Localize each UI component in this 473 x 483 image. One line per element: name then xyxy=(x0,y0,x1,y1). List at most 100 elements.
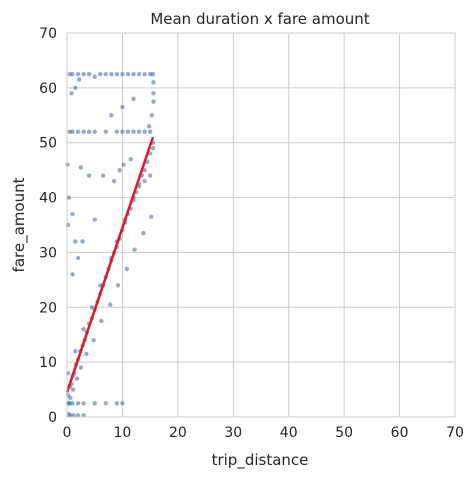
scatter-point xyxy=(74,376,80,381)
scatter-point xyxy=(70,129,75,134)
scatter-point xyxy=(99,318,104,324)
scatter-point xyxy=(131,129,136,134)
scatter-point xyxy=(86,71,92,77)
scatter-point xyxy=(73,239,78,244)
grid xyxy=(66,32,456,418)
scatter-point xyxy=(114,71,120,77)
scatter-point xyxy=(103,129,109,134)
scatter-point xyxy=(141,231,146,236)
scatter-point xyxy=(149,113,155,118)
scatter-point xyxy=(84,351,89,357)
scatter-point xyxy=(70,401,75,406)
scatter-point xyxy=(124,266,130,272)
scatter-point xyxy=(73,348,78,354)
scatter-point xyxy=(92,74,97,80)
scatter-point xyxy=(136,129,142,134)
scatter-point xyxy=(109,71,114,77)
y-tick-label: 20 xyxy=(39,300,57,316)
regression-line xyxy=(65,136,155,393)
scatter-point xyxy=(81,401,86,406)
scatter-point xyxy=(78,165,84,170)
y-tick-label: 30 xyxy=(39,245,57,261)
scatter-point xyxy=(131,96,136,102)
scatter-point xyxy=(66,195,71,200)
scatter-point xyxy=(92,129,97,134)
x-tick-label: 20 xyxy=(169,425,187,441)
scatter-point xyxy=(142,129,147,134)
scatter-point xyxy=(117,167,122,173)
scatter-point xyxy=(120,129,125,134)
scatter-point xyxy=(78,365,84,370)
scatter-point xyxy=(80,239,85,244)
scatter-point xyxy=(136,71,142,77)
scatter-point xyxy=(98,71,103,77)
scatter-point xyxy=(142,178,147,184)
scatter-point xyxy=(125,71,131,77)
scatter-point xyxy=(92,401,97,406)
y-tick-label: 10 xyxy=(39,355,57,371)
y-tick-label: 70 xyxy=(39,26,57,42)
scatter-point xyxy=(75,71,81,77)
y-axis-label: fare_amount xyxy=(10,177,29,272)
scatter-point xyxy=(92,217,97,222)
scatter-point xyxy=(147,173,153,178)
y-tick-label: 60 xyxy=(39,81,57,97)
scatter-point xyxy=(73,85,78,91)
scatter-point xyxy=(151,91,156,96)
scatter-point xyxy=(68,395,73,400)
scatter-point xyxy=(150,146,156,151)
scatter-point xyxy=(70,272,75,277)
scatter-point xyxy=(100,173,106,178)
scatter-point xyxy=(114,401,120,406)
scatter-point xyxy=(75,129,81,134)
scatter-point xyxy=(146,124,152,129)
scatter-point xyxy=(151,80,156,85)
tick-labels: 0 10 20 30 40 50 60 70 0 10 20 30 40 50 60 70 xyxy=(39,26,464,441)
scatter-point xyxy=(86,173,92,178)
scatter-point xyxy=(131,71,136,77)
y-tick-label: 0 xyxy=(48,410,57,426)
scatter-point xyxy=(103,71,109,77)
x-tick-label: 40 xyxy=(280,425,298,441)
scatter-point xyxy=(89,305,95,310)
scatter-point xyxy=(81,413,86,418)
chart-title: Mean duration x fare amount xyxy=(150,10,369,28)
scatter-point xyxy=(69,91,74,96)
scatter-point xyxy=(75,255,81,261)
x-tick-label: 50 xyxy=(335,425,353,441)
scatter-point xyxy=(151,99,156,104)
scatter-point xyxy=(81,129,86,134)
scatter-point xyxy=(76,77,82,82)
scatter-point xyxy=(132,247,137,252)
scatter-point xyxy=(70,71,75,77)
scatter-point xyxy=(75,401,81,406)
y-tick-label: 50 xyxy=(39,136,57,152)
x-tick-label: 60 xyxy=(391,425,409,441)
scatter-point xyxy=(70,211,75,217)
scatter-point xyxy=(70,387,76,392)
regression-line-group xyxy=(65,136,155,393)
scatter-point xyxy=(81,71,86,77)
scatter-point xyxy=(120,104,125,110)
x-tick-label: 30 xyxy=(224,425,242,441)
scatter-point xyxy=(128,156,133,162)
scatter-point xyxy=(108,302,113,307)
scatter-point xyxy=(111,178,117,184)
scatter-point xyxy=(71,413,76,418)
y-tick-label: 40 xyxy=(39,191,57,207)
scatter-point xyxy=(65,162,70,167)
scatter-point xyxy=(147,129,153,134)
scatter-point xyxy=(121,162,126,167)
scatter-point xyxy=(109,113,114,118)
scatter-point xyxy=(120,71,125,77)
x-tick-label: 70 xyxy=(446,425,464,441)
scatter-point xyxy=(114,129,120,134)
x-tick-label: 0 xyxy=(63,425,72,441)
scatter-point xyxy=(86,129,92,134)
scatter-point xyxy=(142,71,147,77)
x-tick-label: 10 xyxy=(114,425,132,441)
scatter-point xyxy=(115,283,121,288)
